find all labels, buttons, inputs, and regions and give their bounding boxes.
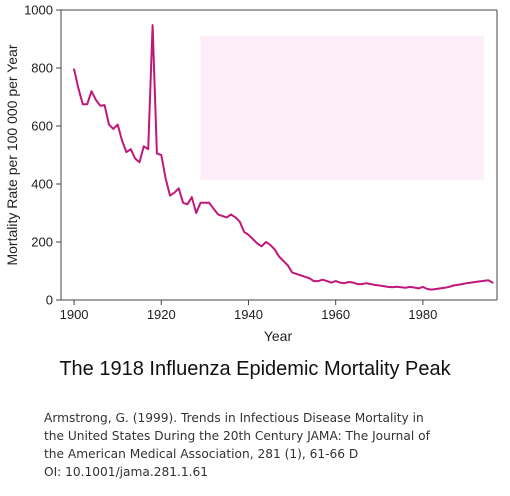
y-axis-title: Mortality Rate per 100 000 per Year [4,44,20,265]
x-tick-label: 1940 [234,307,263,322]
mortality-line-chart: 0 200 400 600 800 1000 1900 1920 1940 1960 1980 Ye… [4,3,498,344]
citation-line-4: OI: 10.1001/jama.281.1.61 [44,465,209,479]
citation-line-1: Armstrong, G. (1999). Trends in Infectio… [44,411,424,425]
citation-line-2: the United States During the 20th Centur… [44,429,430,443]
y-tick-label: 400 [31,177,53,192]
y-tick-label: 1000 [24,3,53,18]
y-tick-label: 600 [31,119,53,134]
x-axis-title: Year [264,328,293,344]
shaded-region-layer [200,36,484,180]
x-tick-label: 1900 [60,307,89,322]
y-tick-label: 0 [46,293,53,308]
citation: Armstrong, G. (1999). Trends in Infectio… [44,409,504,481]
x-tick-label: 1920 [147,307,176,322]
mortality-series-line [73,24,494,291]
series-layer [73,24,494,291]
figure-title: The 1918 Influenza Epidemic Mortality Pe… [59,358,451,380]
tick-layer: 0 200 400 600 800 1000 1900 1920 1940 1960 1980 [24,3,437,323]
y-tick-label: 200 [31,235,53,250]
citation-line-3: the American Medical Association, 281 (1… [44,447,359,461]
x-tick-label: 1960 [321,307,350,322]
shaded-region [200,36,484,180]
axes [60,9,498,301]
x-tick-label: 1980 [408,307,437,322]
y-tick-label: 800 [31,61,53,76]
